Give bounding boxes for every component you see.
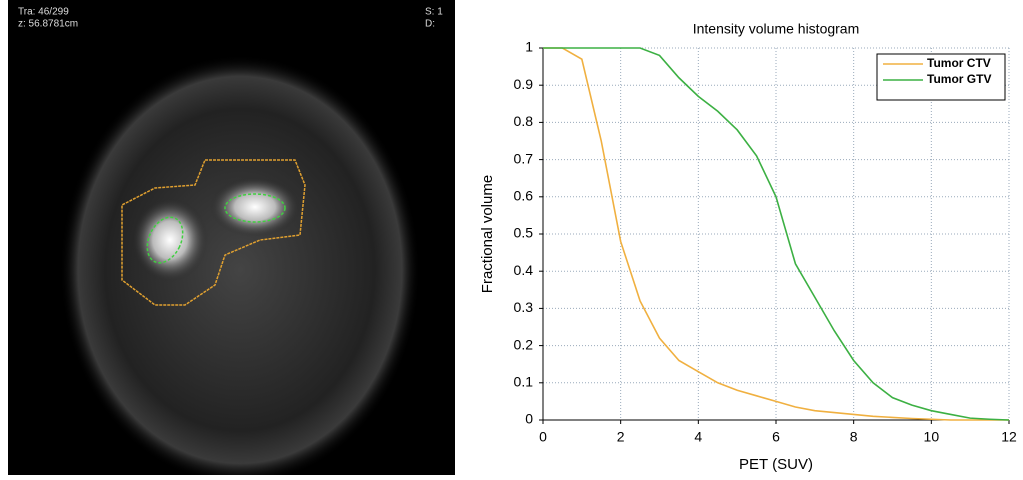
- x-axis-label: PET (SUV): [739, 456, 813, 473]
- y-tick-label: 0.7: [514, 150, 534, 166]
- scan-label: z: 56.8781cm: [18, 19, 78, 30]
- page: Tra: 46/299 z: 56.8781cm S: 1 D: Intensi…: [0, 0, 1023, 475]
- y-tick-label: 0.8: [514, 113, 534, 129]
- y-tick-label: 0.9: [514, 76, 534, 92]
- chart: Intensity volume histogram PET (SUV) Fra…: [479, 21, 1017, 473]
- scan-label: S: 1: [425, 7, 443, 18]
- y-tick-label: 0.6: [514, 188, 534, 204]
- x-tick-label: 0: [539, 429, 547, 445]
- x-tick-label: 4: [694, 429, 702, 445]
- x-tick-label: 6: [772, 429, 780, 445]
- y-tick-label: 0.5: [514, 225, 534, 241]
- chart-title: Intensity volume histogram: [693, 21, 860, 37]
- scan-panel: Tra: 46/299 z: 56.8781cm S: 1 D:: [8, 0, 455, 475]
- y-tick-label: 0.3: [514, 299, 534, 315]
- y-tick-label: 0: [525, 411, 533, 427]
- legend-label: Tumor CTV: [927, 56, 991, 70]
- scan-label: D:: [425, 19, 435, 30]
- y-axis-label: Fractional volume: [479, 175, 496, 293]
- y-tick-label: 0.4: [514, 262, 534, 278]
- x-tick-label: 12: [1001, 429, 1017, 445]
- y-tick-label: 0.1: [514, 374, 534, 390]
- legend-label: Tumor GTV: [927, 72, 991, 86]
- y-tick-label: 1: [525, 39, 533, 55]
- y-tick-label: 0.2: [514, 336, 534, 352]
- x-tick-label: 10: [924, 429, 940, 445]
- scan-label: Tra: 46/299: [18, 7, 69, 18]
- x-tick-label: 8: [850, 429, 858, 445]
- x-tick-label: 2: [617, 429, 625, 445]
